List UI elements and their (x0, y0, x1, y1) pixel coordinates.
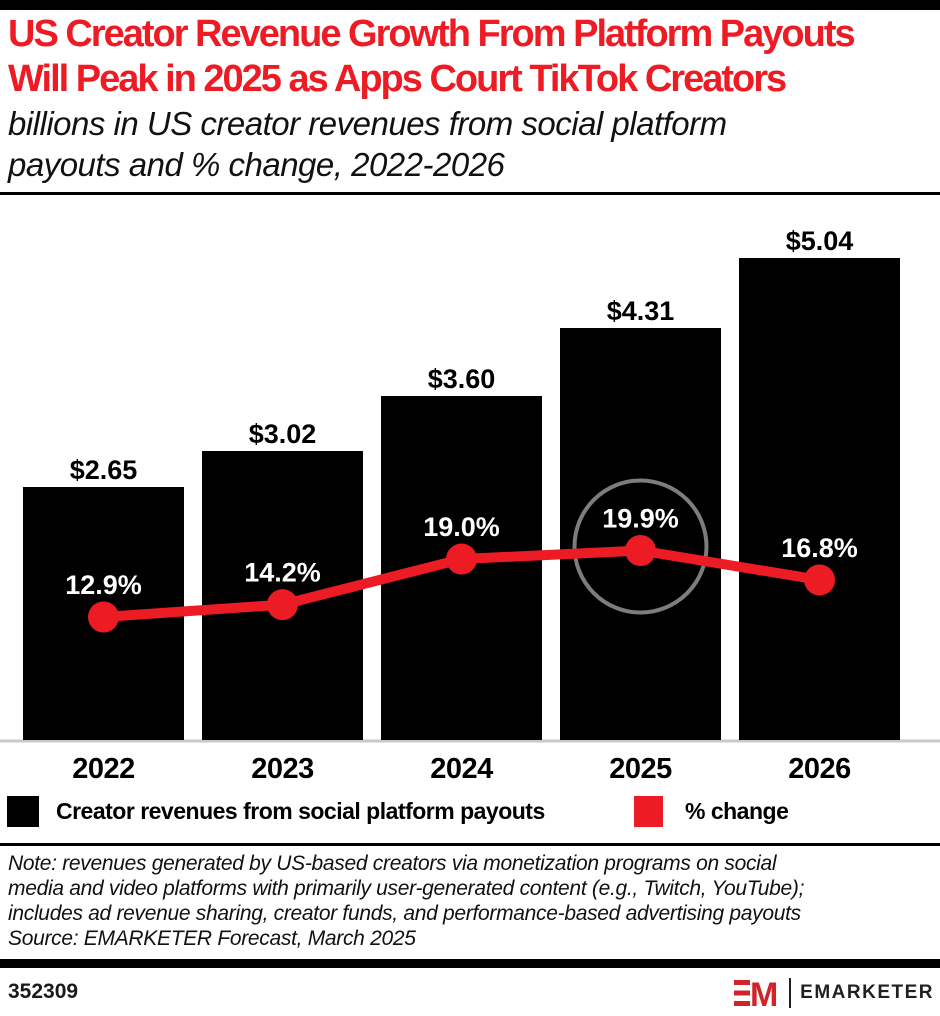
emarketer-logo-icon: M (734, 979, 778, 1007)
chart-subtitle-line-1: billions in US creator revenues from soc… (8, 105, 727, 142)
pct-label-2026: 16.8% (781, 533, 858, 563)
bar-2026 (739, 258, 900, 740)
chart-subtitle: billions in US creator revenues from soc… (8, 103, 727, 185)
x-axis-label-2026: 2026 (788, 753, 851, 785)
x-axis-label-2022: 2022 (72, 753, 135, 785)
emarketer-wordmark: EMARKETER (800, 982, 934, 1003)
bottom-accent-bar (0, 959, 940, 968)
top-accent-bar (0, 0, 940, 10)
chart-subtitle-line-2: payouts and % change, 2022-2026 (8, 146, 505, 183)
pct-point-2026 (804, 564, 835, 596)
chart-id-number: 352309 (8, 980, 79, 1003)
highlight-circle-2025 (572, 478, 709, 615)
bar-value-label-2023: $3.02 (249, 419, 317, 449)
pct-label-2023: 14.2% (244, 558, 321, 588)
bar-value-label-2024: $3.60 (428, 364, 496, 394)
source-line: Source: EMARKETER Forecast, March 2025 (8, 927, 416, 950)
logo-divider (789, 978, 792, 1008)
svg-text:M: M (750, 979, 778, 1007)
bar-value-label-2026: $5.04 (786, 226, 854, 256)
pct-point-2025 (625, 535, 656, 566)
chart-title: US Creator Revenue Growth From Platform … (8, 12, 856, 102)
note-separator (0, 843, 940, 846)
pct-point-2022 (88, 601, 119, 633)
legend-label-bar-series: Creator revenues from social platform pa… (56, 798, 545, 824)
x-axis-line (0, 739, 940, 743)
x-axis-label-2025: 2025 (609, 753, 672, 785)
pct-label-2025: 19.9% (602, 504, 679, 534)
footnote-line-1: Note: revenues generated by US-based cre… (8, 852, 777, 875)
pct-label-2024: 19.0% (423, 512, 500, 542)
chart-footnote: Note: revenues generated by US-based cre… (8, 851, 804, 951)
pct-point-2023 (267, 589, 298, 621)
footnote-line-3: includes ad revenue sharing, creator fun… (8, 902, 801, 925)
x-axis-label-2024: 2024 (430, 753, 493, 785)
header-separator (0, 192, 940, 195)
bar-value-label-2025: $4.31 (607, 296, 675, 326)
legend-swatch-bar-series (7, 796, 39, 827)
legend-label-line-series: % change (685, 798, 789, 824)
emarketer-logo: M EMARKETER (734, 976, 934, 1010)
legend-swatch-line-series (634, 796, 663, 827)
chart-title-line-2: Will Peak in 2025 as Apps Court TikTok C… (8, 58, 787, 100)
x-axis-label-2023: 2023 (251, 753, 314, 785)
footnote-line-2: media and video platforms with primarily… (8, 877, 805, 900)
bar-value-label-2022: $2.65 (70, 455, 138, 485)
pct-point-2024 (446, 543, 477, 575)
bar-2025 (560, 328, 721, 740)
chart-title-line-1: US Creator Revenue Growth From Platform … (8, 13, 856, 55)
pct-label-2022: 12.9% (65, 570, 142, 600)
